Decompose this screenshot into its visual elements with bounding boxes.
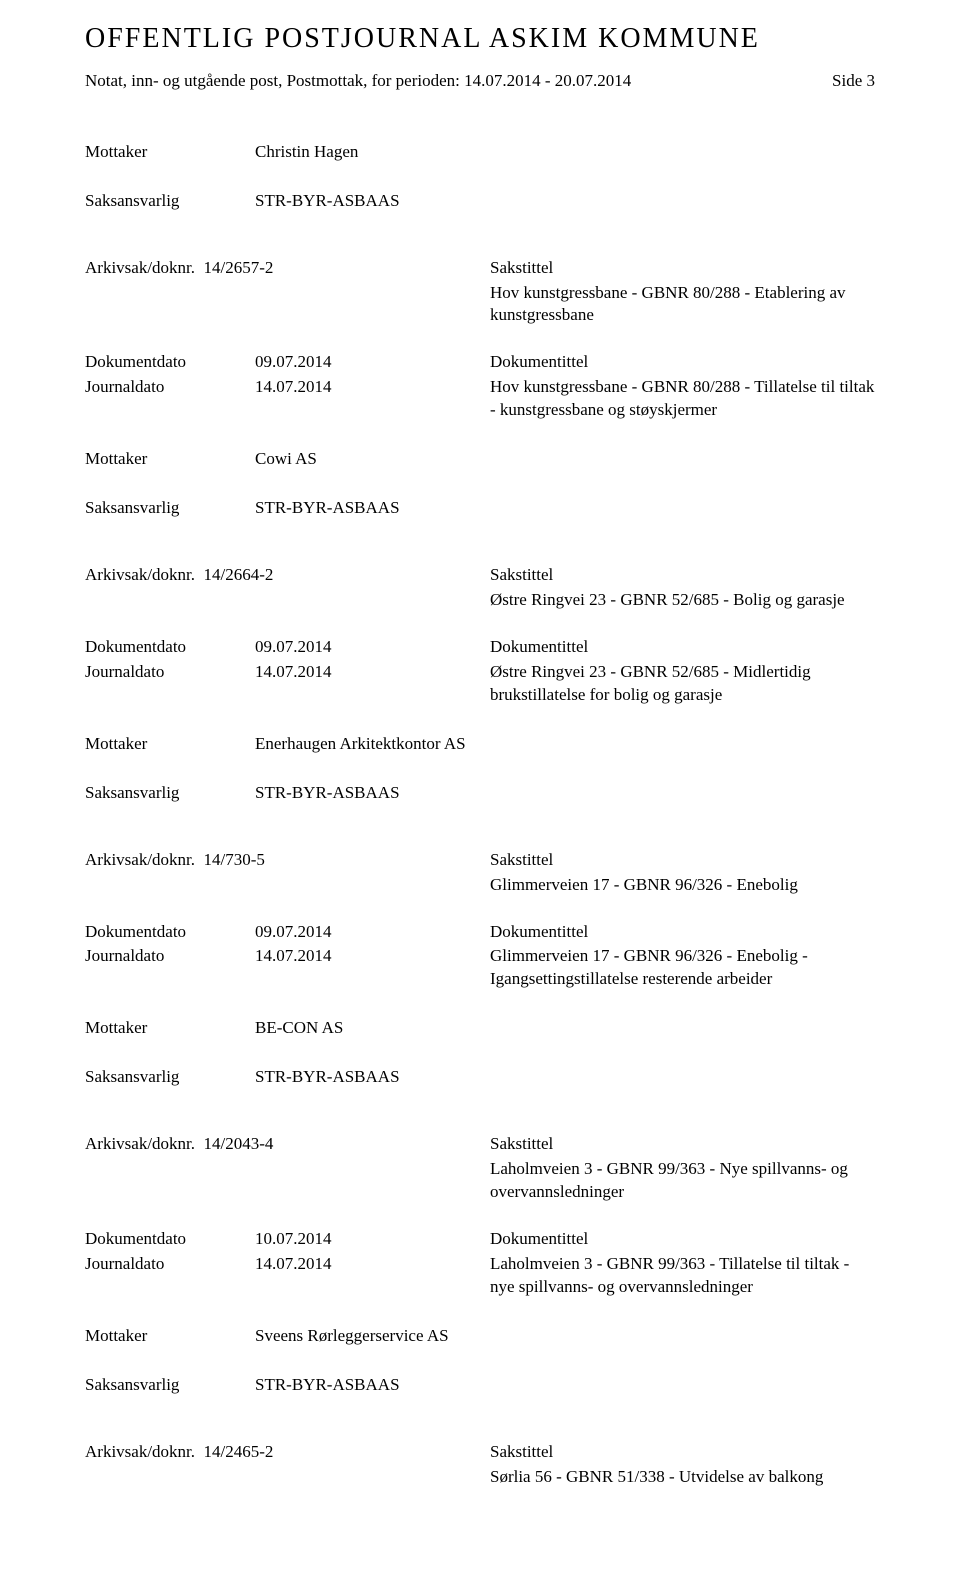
saksansvarlig-value: STR-BYR-ASBAAS (255, 190, 490, 213)
dokumentdato-label: Dokumentdato (85, 351, 255, 374)
mottaker-label: Mottaker (85, 448, 255, 471)
dokumentdato-label: Dokumentdato (85, 636, 255, 659)
mottaker-label: Mottaker (85, 141, 255, 164)
saksansvarlig-label: Saksansvarlig (85, 190, 255, 213)
page-title: OFFENTLIG POSTJOURNAL ASKIM KOMMUNE (85, 20, 875, 58)
sakstittel-value: Sørlia 56 - GBNR 51/338 - Utvidelse av b… (490, 1466, 875, 1489)
mottaker-label: Mottaker (85, 1017, 255, 1040)
journaldato-label: Journaldato (85, 376, 255, 399)
dokumentittel-label: Dokumentittel (490, 636, 875, 659)
dokumentittel-value: Laholmveien 3 - GBNR 99/363 - Tillatelse… (490, 1253, 875, 1299)
journaldato-value: 14.07.2014 (255, 1253, 490, 1276)
saksansvarlig-label: Saksansvarlig (85, 1066, 255, 1089)
arkiv-value: 14/730-5 (204, 850, 265, 869)
saksansvarlig-label: Saksansvarlig (85, 1374, 255, 1397)
dokumentdato-value: 09.07.2014 (255, 351, 490, 374)
journal-entry: Arkivsak/doknr. 14/730-5 Sakstittel Glim… (85, 849, 875, 1090)
saksansvarlig-value: STR-BYR-ASBAAS (255, 497, 490, 520)
dokumentdato-value: 09.07.2014 (255, 921, 490, 944)
journal-entry: Mottaker Christin Hagen Saksansvarlig ST… (85, 141, 875, 213)
dokumentdato-value: 09.07.2014 (255, 636, 490, 659)
journal-entry: Arkivsak/doknr. 14/2465-2 Sakstittel Sør… (85, 1441, 875, 1489)
arkiv-value: 14/2657-2 (204, 258, 274, 277)
mottaker-value: Enerhaugen Arkitektkontor AS (255, 733, 490, 756)
sakstittel-value: Glimmerveien 17 - GBNR 96/326 - Enebolig (490, 874, 875, 897)
journal-entry: Arkivsak/doknr. 14/2043-4 Sakstittel Lah… (85, 1133, 875, 1397)
dokumentittel-value: Glimmerveien 17 - GBNR 96/326 - Enebolig… (490, 945, 875, 991)
journaldato-value: 14.07.2014 (255, 376, 490, 399)
mottaker-value: Cowi AS (255, 448, 490, 471)
mottaker-value: Christin Hagen (255, 141, 490, 164)
journaldato-label: Journaldato (85, 945, 255, 968)
saksansvarlig-label: Saksansvarlig (85, 782, 255, 805)
journal-entry: Arkivsak/doknr. 14/2657-2 Sakstittel Hov… (85, 257, 875, 521)
sakstittel-value: Østre Ringvei 23 - GBNR 52/685 - Bolig o… (490, 589, 875, 612)
dokumentittel-label: Dokumentittel (490, 1228, 875, 1251)
dokumentittel-value: Østre Ringvei 23 - GBNR 52/685 - Midlert… (490, 661, 875, 707)
mottaker-label: Mottaker (85, 733, 255, 756)
journaldato-value: 14.07.2014 (255, 661, 490, 684)
arkiv-label: Arkivsak/doknr. (85, 1442, 195, 1461)
journaldato-value: 14.07.2014 (255, 945, 490, 968)
sakstittel-value: Hov kunstgressbane - GBNR 80/288 - Etabl… (490, 282, 875, 328)
subtitle: Notat, inn- og utgående post, Postmottak… (85, 70, 631, 93)
arkiv-value: 14/2043-4 (204, 1134, 274, 1153)
journaldato-label: Journaldato (85, 661, 255, 684)
mottaker-value: BE-CON AS (255, 1017, 490, 1040)
sakstittel-label: Sakstittel (490, 849, 875, 872)
arkiv-label: Arkivsak/doknr. (85, 1134, 195, 1153)
saksansvarlig-label: Saksansvarlig (85, 497, 255, 520)
subtitle-row: Notat, inn- og utgående post, Postmottak… (85, 70, 875, 93)
dokumentittel-label: Dokumentittel (490, 351, 875, 374)
sakstittel-label: Sakstittel (490, 1441, 875, 1464)
arkiv-value: 14/2664-2 (204, 565, 274, 584)
sakstittel-value: Laholmveien 3 - GBNR 99/363 - Nye spillv… (490, 1158, 875, 1204)
dokumentittel-value: Hov kunstgressbane - GBNR 80/288 - Tilla… (490, 376, 875, 422)
dokumentdato-label: Dokumentdato (85, 921, 255, 944)
mottaker-label: Mottaker (85, 1325, 255, 1348)
sakstittel-label: Sakstittel (490, 257, 875, 280)
arkiv-label: Arkivsak/doknr. (85, 258, 195, 277)
arkiv-label: Arkivsak/doknr. (85, 565, 195, 584)
saksansvarlig-value: STR-BYR-ASBAAS (255, 1066, 490, 1089)
sakstittel-label: Sakstittel (490, 1133, 875, 1156)
journaldato-label: Journaldato (85, 1253, 255, 1276)
saksansvarlig-value: STR-BYR-ASBAAS (255, 782, 490, 805)
arkiv-label: Arkivsak/doknr. (85, 850, 195, 869)
arkiv-value: 14/2465-2 (204, 1442, 274, 1461)
dokumentdato-label: Dokumentdato (85, 1228, 255, 1251)
saksansvarlig-value: STR-BYR-ASBAAS (255, 1374, 490, 1397)
journal-entry: Arkivsak/doknr. 14/2664-2 Sakstittel Øst… (85, 564, 875, 805)
dokumentittel-label: Dokumentittel (490, 921, 875, 944)
sakstittel-label: Sakstittel (490, 564, 875, 587)
dokumentdato-value: 10.07.2014 (255, 1228, 490, 1251)
mottaker-value: Sveens Rørleggerservice AS (255, 1325, 490, 1348)
page-number: Side 3 (832, 70, 875, 93)
